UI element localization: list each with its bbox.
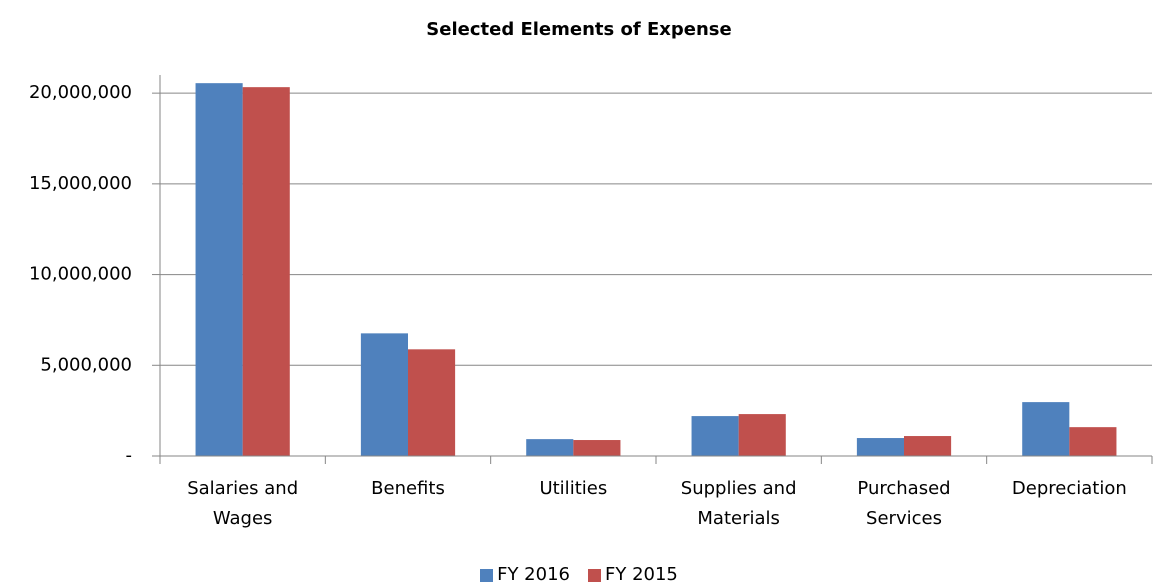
y-tick-label: 5,000,000 [40,354,132,375]
y-tick-label: 20,000,000 [29,82,132,103]
legend-label: FY 2015 [605,564,678,585]
chart-title: Selected Elements of Expense [426,19,731,40]
bar [904,436,952,456]
legend-label: FY 2016 [497,564,570,585]
x-tick-label: Supplies and Materials [680,478,797,529]
x-tick-label: Purchased Services [857,478,951,529]
legend-swatch [480,568,494,582]
bar [738,414,786,456]
bar [360,333,408,456]
legend-item: FY 2016 [480,564,570,586]
x-tick-label: Benefits [371,478,445,499]
bar [526,439,574,456]
legend-swatch [588,568,601,582]
bar [195,83,243,457]
bar [856,438,904,456]
x-tick-label: Utilities [539,478,608,499]
legend: FY 2016 FY 2015 [0,564,1158,586]
bar [242,87,290,457]
bar [691,416,739,456]
x-tick-label: Depreciation [1011,478,1127,499]
bar [1069,427,1117,456]
bar [573,440,621,456]
bar [1022,402,1070,456]
y-tick-label: 15,000,000 [29,173,132,194]
x-tick-label: Salaries and Wages [187,478,299,529]
y-tick-label: 10,000,000 [29,264,132,285]
y-tick-label: - [126,445,133,466]
legend-item: FY 2015 [588,564,678,586]
bar [408,349,456,456]
